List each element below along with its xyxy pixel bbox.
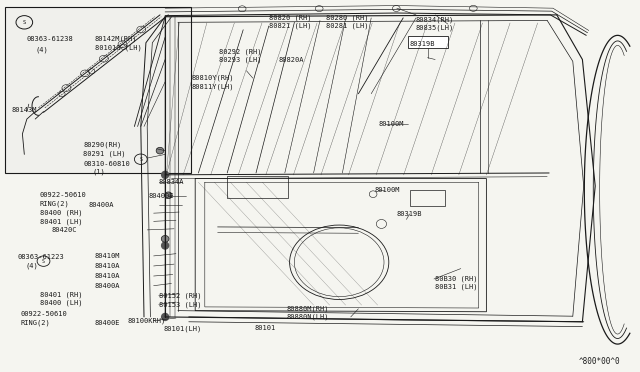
Text: 80B31 (LH): 80B31 (LH) [435,283,477,290]
Text: 80143M: 80143M [12,107,37,113]
Text: 00922-50610: 00922-50610 [20,311,67,317]
Text: 80100M: 80100M [374,187,400,193]
Text: S: S [140,157,142,162]
Text: 80281 (LH): 80281 (LH) [326,23,369,29]
Text: 80400 (RH): 80400 (RH) [40,210,82,217]
Text: 80401 (LH): 80401 (LH) [40,218,82,225]
Text: 80821 (LH): 80821 (LH) [269,23,311,29]
Text: RING(2): RING(2) [20,319,50,326]
Text: 80B30 (RH): 80B30 (RH) [435,275,477,282]
Text: 08363-61223: 08363-61223 [18,254,65,260]
Text: 80820A: 80820A [278,57,304,62]
Circle shape [162,242,168,249]
Text: 80420C: 80420C [51,227,77,233]
Bar [410,190,445,206]
Text: 80152 (RH): 80152 (RH) [159,292,201,299]
Text: 80400A: 80400A [95,283,120,289]
Text: (1): (1) [93,169,106,175]
Text: 80400 (LH): 80400 (LH) [40,300,82,307]
Text: 80292 (RH): 80292 (RH) [219,48,261,55]
Text: 80401 (RH): 80401 (RH) [40,291,82,298]
Text: 80280 (RH): 80280 (RH) [326,15,369,21]
Circle shape [162,171,168,178]
Text: 80410A: 80410A [95,263,120,269]
Bar [227,176,288,198]
Text: 80410M: 80410M [95,253,120,259]
Text: 80880M(RH): 80880M(RH) [287,305,329,312]
Text: 80319B: 80319B [410,41,435,47]
Circle shape [162,314,168,320]
Text: 80293 (LH): 80293 (LH) [219,56,261,63]
Text: ^800*00^0: ^800*00^0 [579,357,621,366]
Ellipse shape [161,235,169,242]
Text: RING(2): RING(2) [40,200,69,207]
Text: S: S [22,20,26,25]
Text: 80101(LH): 80101(LH) [163,326,202,333]
Text: 80101G (LH): 80101G (LH) [95,44,141,51]
Text: 08363-61238: 08363-61238 [27,36,74,42]
Text: 80820 (RH): 80820 (RH) [269,15,311,21]
Text: 80101: 80101 [255,325,276,331]
Text: 80834A: 80834A [159,179,184,185]
Text: 08310-60810: 08310-60810 [83,161,130,167]
Text: 80400E: 80400E [148,193,174,199]
Text: (4): (4) [35,47,48,54]
Bar [408,36,448,48]
Text: 80142M(RH): 80142M(RH) [95,36,137,42]
Text: 00922-50610: 00922-50610 [40,192,86,198]
Text: S: S [42,259,45,264]
Text: 80290(RH): 80290(RH) [83,142,122,148]
Text: 80834(RH): 80834(RH) [416,16,454,23]
Text: 80100M: 80100M [379,121,404,126]
Text: 80880N(LH): 80880N(LH) [287,314,329,320]
Text: 80153 (LH): 80153 (LH) [159,301,201,308]
Ellipse shape [164,192,172,199]
Text: 80100KRH): 80100KRH) [128,317,166,324]
Ellipse shape [156,147,164,154]
Text: 80811Y(LH): 80811Y(LH) [192,83,234,90]
Text: 80319B: 80319B [397,211,422,217]
Text: 80400E: 80400E [95,320,120,326]
Bar [5,7,191,173]
Text: 80291 (LH): 80291 (LH) [83,150,125,157]
Text: 80810Y(RH): 80810Y(RH) [192,75,234,81]
Text: 80835(LH): 80835(LH) [416,25,454,31]
Text: 80400A: 80400A [88,202,114,208]
Text: (4): (4) [26,263,38,269]
Text: 80410A: 80410A [95,273,120,279]
